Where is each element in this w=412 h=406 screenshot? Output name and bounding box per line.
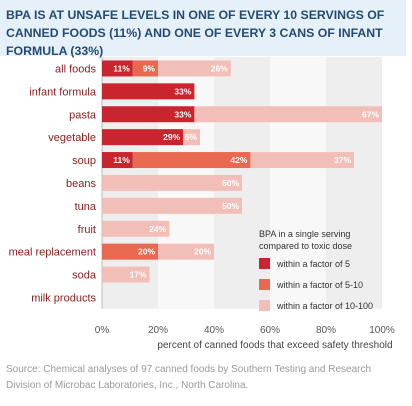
x-tick-label: 100% [369,325,395,336]
bar-segment [102,83,195,100]
bar-segment [102,243,158,260]
bar-segment [102,60,133,77]
category-label: soup [72,155,96,167]
bar-label: 67% [362,109,379,119]
legend-swatch [259,258,270,269]
category-label: tuna [75,201,97,213]
category-label: all foods [55,63,96,75]
grid-band [270,57,326,309]
x-tick-label: 20% [148,325,168,336]
bar-label: 26% [211,63,228,73]
bar-label: 24% [149,224,166,234]
bar-segment [183,129,200,146]
legend-title: compared to toxic dose [259,241,352,251]
category-label: beans [66,178,96,190]
chart-title: BPA IS AT UNSAFE LEVELS IN ONE OF EVERY … [0,0,406,58]
category-label: soda [72,270,97,282]
x-tick-label: 40% [204,325,224,336]
bar-segment [132,152,251,169]
category-label: vegetable [48,132,96,144]
bar-label: 42% [230,155,247,165]
bar-label: 20% [194,247,211,257]
bar-segment [102,106,195,123]
bar-label: 11% [113,63,130,73]
x-tick-label: 80% [316,325,336,336]
category-label: milk products [31,292,96,304]
category-label: infant formula [29,86,97,98]
legend-label: within a factor of 10-100 [276,301,373,311]
bar-segment [102,129,184,146]
bar-label: 17% [130,270,147,280]
bar-label: 50% [222,201,239,211]
x-tick-label: 0% [95,325,110,336]
x-axis-title: percent of canned foods that exceed safe… [157,340,392,351]
category-label: meal replacement [9,247,96,259]
x-tick-label: 60% [260,325,280,336]
bar-label: 9% [143,63,156,73]
category-label: fruit [78,224,96,236]
bar-label: 6% [185,132,198,142]
bar-segment [102,266,150,283]
legend-swatch [259,300,270,311]
legend-label: within a factor of 5-10 [276,280,363,290]
bar-segment [102,152,133,169]
bar-label: 37% [334,155,351,165]
legend-swatch [259,279,270,290]
bar-label: 50% [222,178,239,188]
bar-segment [132,60,158,77]
chart-plot: all foods infant formula pasta vegetable sou… [9,57,395,351]
bar-label: 29% [163,132,180,142]
bar-segment [250,152,354,169]
bar-segment [194,106,382,123]
bar-segment [158,60,231,77]
bar-segment [102,220,170,237]
grid-band [326,57,382,309]
bar-label: 33% [174,86,191,96]
bar-label: 33% [174,109,191,119]
legend-label: within a factor of 5 [276,259,350,269]
chart-source: Source: Chemical analyses of 97 canned f… [6,364,372,391]
bar-label: 11% [113,155,130,165]
bar-segment [158,243,214,260]
bar-segment [102,174,242,191]
legend-title: BPA in a single serving [259,229,350,239]
bar-label: 20% [138,247,155,257]
bar-segment [102,197,242,214]
category-label: pasta [69,109,97,121]
